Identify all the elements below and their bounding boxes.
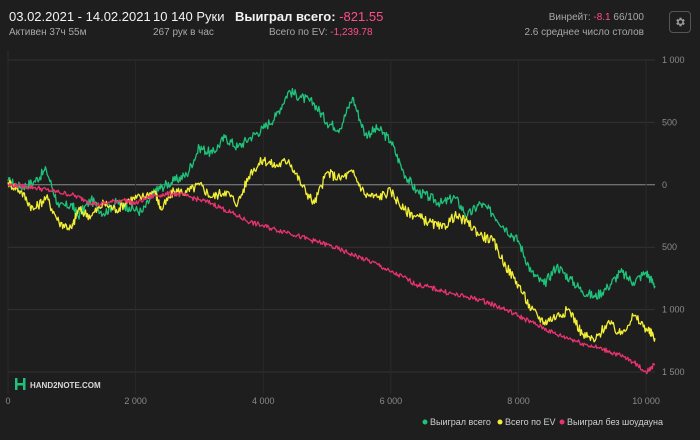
won-total: Выиграл всего: -821.55 [235, 9, 383, 24]
hand2note-logo: HAND2NOTE.COM [15, 378, 101, 390]
y-tick-label: 1 000 [662, 55, 685, 65]
winrate: Винрейт: -8.1 66/100 [549, 12, 644, 23]
series-line-2 [7, 156, 656, 343]
logo-text: HAND2NOTE.COM [30, 381, 101, 390]
gear-icon [676, 17, 685, 27]
series-line-3 [7, 182, 656, 375]
chart-legend: Выиграл всего Всего по EV Выиграл без шоуд… [422, 417, 663, 427]
y-tick-label: 500 [662, 242, 677, 252]
legend-marker-2 [497, 419, 503, 425]
legend-label-2: Всего по EV [505, 417, 555, 427]
x-tick-label: 4 000 [252, 396, 275, 406]
y-tick-label: 1 500 [662, 367, 685, 377]
header: 03.02.2021 - 14.02.2021 Активен 37ч 55м … [0, 0, 700, 46]
legend-label-3: Выиграл без шоудауна [567, 417, 663, 427]
hands-count: 10 140 Руки [153, 9, 225, 24]
legend-marker-3 [559, 419, 565, 425]
hand2note-logo-icon [15, 378, 26, 390]
y-tick-label: 1 000 [662, 305, 685, 315]
active-time: Активен 37ч 55м [9, 27, 87, 38]
won-total-value: -821.55 [339, 9, 384, 24]
legend-label-1: Выиграл всего [430, 417, 491, 427]
settings-button[interactable] [669, 11, 691, 33]
winrate-value: -8.1 [593, 12, 611, 23]
avg-tables: 2.6 среднее число столов [524, 27, 644, 38]
x-tick-label: 10 000 [632, 396, 660, 406]
chart-grid [7, 50, 655, 394]
y-tick-label: 500 [662, 117, 677, 127]
chart-ticks: 1 000 500 0 500 1 000 1 500 0 2 000 4 000 6 000 8 … [5, 55, 684, 406]
x-tick-label: 0 [5, 396, 10, 406]
legend-marker-1 [422, 419, 428, 425]
won-total-label: Выиграл всего: [235, 9, 336, 24]
winrate-suffix: 66/100 [613, 12, 644, 23]
ev-total-label: Всего по EV: [269, 27, 328, 38]
chart-series [7, 87, 656, 375]
winrate-label: Винрейт: [548, 12, 591, 23]
date-range: 03.02.2021 - 14.02.2021 [9, 9, 151, 24]
hands-per-hour: 267 рук в час [153, 27, 214, 38]
ev-total-value: -1,239.78 [330, 27, 373, 38]
x-tick-label: 8 000 [507, 396, 530, 406]
line-chart: 1 000 500 0 500 1 000 1 500 0 2 000 4 000 6 000 8 … [5, 50, 685, 427]
x-tick-label: 6 000 [380, 396, 403, 406]
ev-total: Всего по EV: -1,239.78 [269, 27, 373, 38]
series-line-1 [7, 87, 656, 300]
x-tick-label: 2 000 [124, 396, 147, 406]
y-tick-label: 0 [662, 180, 667, 190]
